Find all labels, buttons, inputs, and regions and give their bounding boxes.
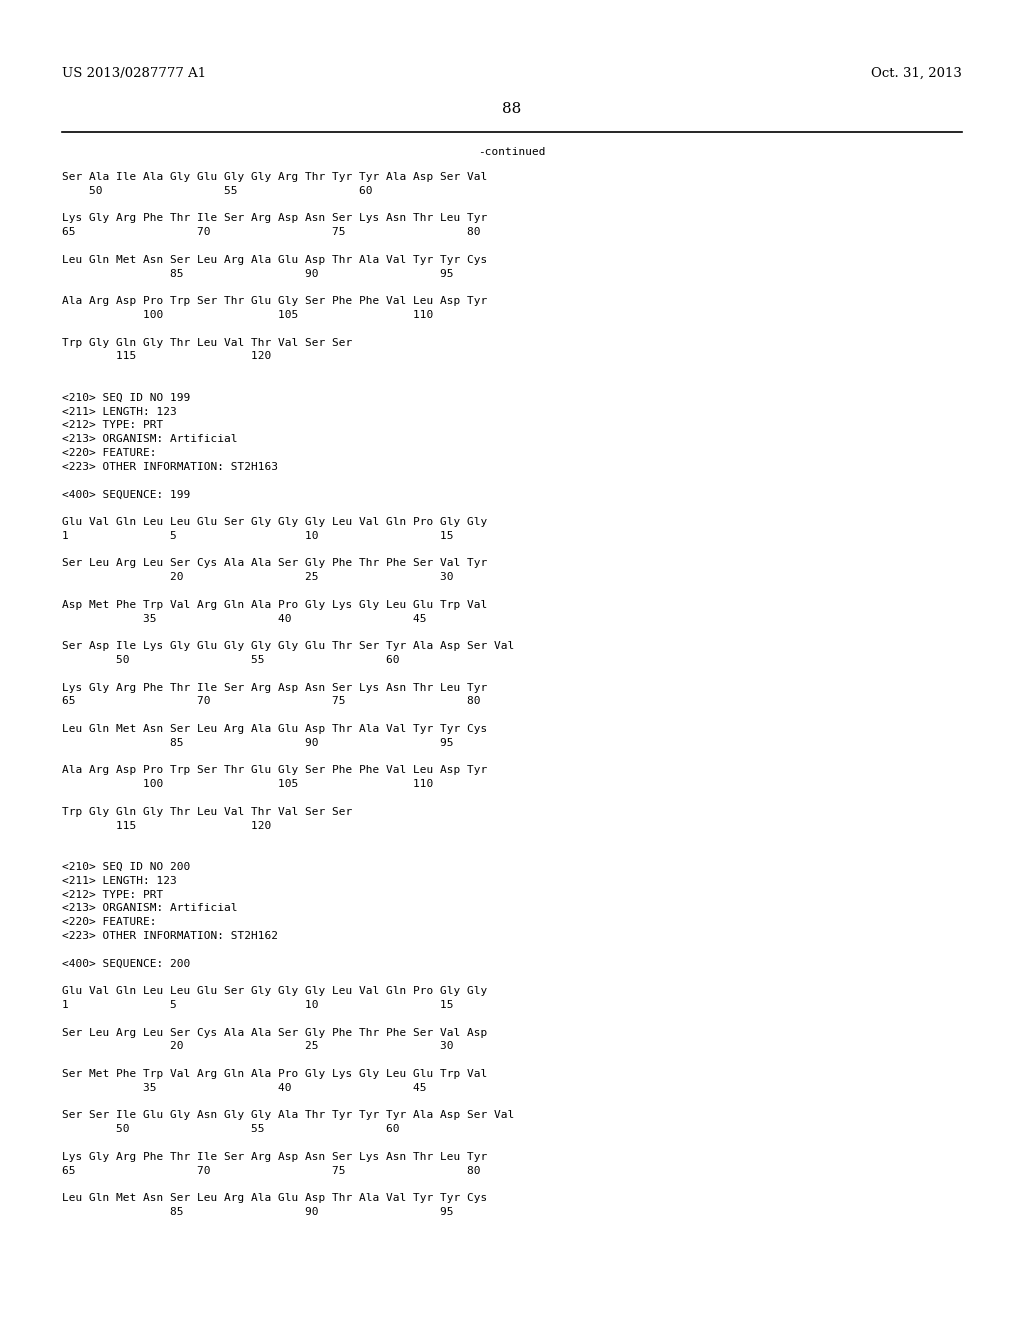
Text: -continued: -continued <box>478 147 546 157</box>
Text: 115                 120: 115 120 <box>62 821 271 830</box>
Text: 65                  70                  75                  80: 65 70 75 80 <box>62 1166 480 1176</box>
Text: <220> FEATURE:: <220> FEATURE: <box>62 447 157 458</box>
Text: Lys Gly Arg Phe Thr Ile Ser Arg Asp Asn Ser Lys Asn Thr Leu Tyr: Lys Gly Arg Phe Thr Ile Ser Arg Asp Asn … <box>62 214 487 223</box>
Text: Ser Ser Ile Glu Gly Asn Gly Gly Ala Thr Tyr Tyr Tyr Ala Asp Ser Val: Ser Ser Ile Glu Gly Asn Gly Gly Ala Thr … <box>62 1110 514 1121</box>
Text: Oct. 31, 2013: Oct. 31, 2013 <box>871 67 962 81</box>
Text: Ser Leu Arg Leu Ser Cys Ala Ala Ser Gly Phe Thr Phe Ser Val Asp: Ser Leu Arg Leu Ser Cys Ala Ala Ser Gly … <box>62 1027 487 1038</box>
Text: <223> OTHER INFORMATION: ST2H162: <223> OTHER INFORMATION: ST2H162 <box>62 931 278 941</box>
Text: 1               5                   10                  15: 1 5 10 15 <box>62 1001 454 1010</box>
Text: <212> TYPE: PRT: <212> TYPE: PRT <box>62 420 163 430</box>
Text: 88: 88 <box>503 102 521 116</box>
Text: 85                  90                  95: 85 90 95 <box>62 1206 454 1217</box>
Text: <223> OTHER INFORMATION: ST2H163: <223> OTHER INFORMATION: ST2H163 <box>62 462 278 471</box>
Text: Leu Gln Met Asn Ser Leu Arg Ala Glu Asp Thr Ala Val Tyr Tyr Cys: Leu Gln Met Asn Ser Leu Arg Ala Glu Asp … <box>62 723 487 734</box>
Text: <211> LENGTH: 123: <211> LENGTH: 123 <box>62 875 177 886</box>
Text: 20                  25                  30: 20 25 30 <box>62 572 454 582</box>
Text: <211> LENGTH: 123: <211> LENGTH: 123 <box>62 407 177 417</box>
Text: Leu Gln Met Asn Ser Leu Arg Ala Glu Asp Thr Ala Val Tyr Tyr Cys: Leu Gln Met Asn Ser Leu Arg Ala Glu Asp … <box>62 1193 487 1204</box>
Text: 1               5                   10                  15: 1 5 10 15 <box>62 531 454 541</box>
Text: 20                  25                  30: 20 25 30 <box>62 1041 454 1052</box>
Text: <213> ORGANISM: Artificial: <213> ORGANISM: Artificial <box>62 434 238 445</box>
Text: 35                  40                  45: 35 40 45 <box>62 1082 427 1093</box>
Text: Ser Met Phe Trp Val Arg Gln Ala Pro Gly Lys Gly Leu Glu Trp Val: Ser Met Phe Trp Val Arg Gln Ala Pro Gly … <box>62 1069 487 1078</box>
Text: Lys Gly Arg Phe Thr Ile Ser Arg Asp Asn Ser Lys Asn Thr Leu Tyr: Lys Gly Arg Phe Thr Ile Ser Arg Asp Asn … <box>62 682 487 693</box>
Text: <210> SEQ ID NO 199: <210> SEQ ID NO 199 <box>62 393 190 403</box>
Text: Glu Val Gln Leu Leu Glu Ser Gly Gly Gly Leu Val Gln Pro Gly Gly: Glu Val Gln Leu Leu Glu Ser Gly Gly Gly … <box>62 517 487 527</box>
Text: Ala Arg Asp Pro Trp Ser Thr Glu Gly Ser Phe Phe Val Leu Asp Tyr: Ala Arg Asp Pro Trp Ser Thr Glu Gly Ser … <box>62 296 487 306</box>
Text: 65                  70                  75                  80: 65 70 75 80 <box>62 227 480 238</box>
Text: Ser Leu Arg Leu Ser Cys Ala Ala Ser Gly Phe Thr Phe Ser Val Tyr: Ser Leu Arg Leu Ser Cys Ala Ala Ser Gly … <box>62 558 487 569</box>
Text: Ala Arg Asp Pro Trp Ser Thr Glu Gly Ser Phe Phe Val Leu Asp Tyr: Ala Arg Asp Pro Trp Ser Thr Glu Gly Ser … <box>62 766 487 775</box>
Text: Lys Gly Arg Phe Thr Ile Ser Arg Asp Asn Ser Lys Asn Thr Leu Tyr: Lys Gly Arg Phe Thr Ile Ser Arg Asp Asn … <box>62 1152 487 1162</box>
Text: <220> FEATURE:: <220> FEATURE: <box>62 917 157 927</box>
Text: Ser Asp Ile Lys Gly Glu Gly Gly Gly Glu Thr Ser Tyr Ala Asp Ser Val: Ser Asp Ile Lys Gly Glu Gly Gly Gly Glu … <box>62 642 514 651</box>
Text: 65                  70                  75                  80: 65 70 75 80 <box>62 697 480 706</box>
Text: <212> TYPE: PRT: <212> TYPE: PRT <box>62 890 163 900</box>
Text: 50                  55                  60: 50 55 60 <box>62 655 399 665</box>
Text: 85                  90                  95: 85 90 95 <box>62 268 454 279</box>
Text: 100                 105                 110: 100 105 110 <box>62 779 433 789</box>
Text: Glu Val Gln Leu Leu Glu Ser Gly Gly Gly Leu Val Gln Pro Gly Gly: Glu Val Gln Leu Leu Glu Ser Gly Gly Gly … <box>62 986 487 997</box>
Text: <210> SEQ ID NO 200: <210> SEQ ID NO 200 <box>62 862 190 873</box>
Text: 115                 120: 115 120 <box>62 351 271 362</box>
Text: Trp Gly Gln Gly Thr Leu Val Thr Val Ser Ser: Trp Gly Gln Gly Thr Leu Val Thr Val Ser … <box>62 338 352 347</box>
Text: 50                  55                  60: 50 55 60 <box>62 186 373 195</box>
Text: 50                  55                  60: 50 55 60 <box>62 1125 399 1134</box>
Text: Asp Met Phe Trp Val Arg Gln Ala Pro Gly Lys Gly Leu Glu Trp Val: Asp Met Phe Trp Val Arg Gln Ala Pro Gly … <box>62 599 487 610</box>
Text: 35                  40                  45: 35 40 45 <box>62 614 427 623</box>
Text: Leu Gln Met Asn Ser Leu Arg Ala Glu Asp Thr Ala Val Tyr Tyr Cys: Leu Gln Met Asn Ser Leu Arg Ala Glu Asp … <box>62 255 487 265</box>
Text: 85                  90                  95: 85 90 95 <box>62 738 454 748</box>
Text: Trp Gly Gln Gly Thr Leu Val Thr Val Ser Ser: Trp Gly Gln Gly Thr Leu Val Thr Val Ser … <box>62 807 352 817</box>
Text: <213> ORGANISM: Artificial: <213> ORGANISM: Artificial <box>62 903 238 913</box>
Text: <400> SEQUENCE: 200: <400> SEQUENCE: 200 <box>62 958 190 969</box>
Text: US 2013/0287777 A1: US 2013/0287777 A1 <box>62 67 206 81</box>
Text: Ser Ala Ile Ala Gly Glu Gly Gly Arg Thr Tyr Tyr Ala Asp Ser Val: Ser Ala Ile Ala Gly Glu Gly Gly Arg Thr … <box>62 172 487 182</box>
Text: 100                 105                 110: 100 105 110 <box>62 310 433 319</box>
Text: <400> SEQUENCE: 199: <400> SEQUENCE: 199 <box>62 490 190 499</box>
